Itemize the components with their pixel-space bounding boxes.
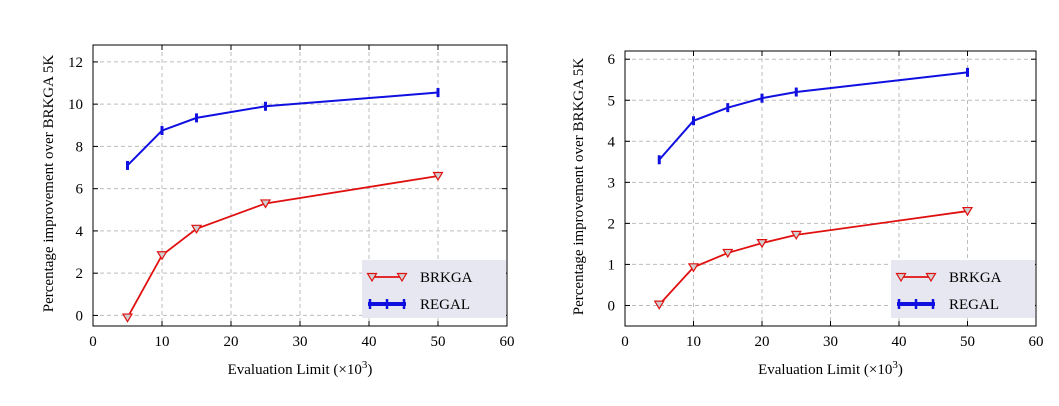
y-tick-label: 6 <box>76 182 84 198</box>
data-point-brkga <box>432 171 444 182</box>
x-tick-label: 10 <box>155 334 170 350</box>
y-tick-label: 1 <box>608 257 616 273</box>
plot-frame <box>92 44 508 327</box>
x-tick-label: 50 <box>431 334 446 350</box>
series-line-brkga <box>658 210 968 306</box>
legend-label: REGAL <box>420 297 470 313</box>
x-tick-label: 20 <box>224 334 239 350</box>
y-tick-label: 3 <box>608 175 616 191</box>
data-point-brkga <box>722 248 734 259</box>
x-tick-label: 20 <box>755 334 770 350</box>
series-line-regal <box>126 91 439 167</box>
data-point-brkga <box>259 199 272 209</box>
y-tick-label: 0 <box>608 298 616 314</box>
legend-label: BRKGA <box>420 270 473 286</box>
data-point-brkga <box>756 238 768 249</box>
x-tick-label: 50 <box>960 334 975 350</box>
chart-panel-right: 0 10 20 30 40 50 60 0 1 2 3 4 5 6 Evaluation Limit (×1… <box>530 0 1059 406</box>
y-tick-label: 6 <box>608 52 616 68</box>
chart-panel-left: 0 10 20 30 40 50 60 0 2 4 6 8 10 12 Evaluation Limit (… <box>41 44 515 378</box>
data-point-brkga <box>653 300 665 310</box>
x-axis-label: Evaluation Limit (×103) <box>758 359 903 378</box>
x-tick-label: 40 <box>892 334 907 350</box>
x-tick-label: 0 <box>89 334 97 350</box>
legend-marker <box>396 272 408 283</box>
x-tick-label: 60 <box>1029 334 1044 350</box>
legend-marker <box>925 272 937 283</box>
y-tick-label: 0 <box>76 308 84 324</box>
x-tick-label: 40 <box>362 334 377 350</box>
legend-label: BRKGA <box>949 270 1002 286</box>
y-axis-label: Percentage improvement over BRKGA 5K <box>41 55 57 313</box>
x-tick-label: 30 <box>293 334 308 350</box>
data-point-brkga <box>190 224 203 234</box>
y-tick-label: 4 <box>76 224 84 240</box>
legend-item-brkga: BRKGA <box>895 270 1002 286</box>
y-tick-label: 10 <box>68 97 83 113</box>
data-point-brkga <box>790 230 802 241</box>
y-tick-label: 8 <box>76 139 84 155</box>
legend-item-regal: REGAL <box>897 297 999 313</box>
legend-item-regal: REGAL <box>368 297 470 313</box>
legend-label: REGAL <box>949 297 999 313</box>
legend-marker <box>366 272 378 283</box>
data-point-brkga <box>687 263 700 273</box>
y-tick-label: 2 <box>76 266 84 282</box>
x-tick-label: 10 <box>686 334 701 350</box>
plot-frame <box>624 50 1037 327</box>
y-tick-label: 5 <box>608 93 616 109</box>
legend-marker <box>895 272 907 283</box>
chart-svg-left: 0 10 20 30 40 50 60 0 2 4 6 8 10 12 Evaluation Limit (… <box>41 44 515 378</box>
legend-item-brkga: BRKGA <box>366 270 473 286</box>
y-tick-label: 12 <box>68 55 83 71</box>
series-line-regal <box>658 71 968 161</box>
y-axis-label: Percentage improvement over BRKGA 5K <box>571 58 587 316</box>
x-tick-label: 0 <box>621 334 629 350</box>
data-point-brkga <box>961 206 974 217</box>
x-tick-label: 30 <box>823 334 838 350</box>
chart-svg-right: 0 10 20 30 40 50 60 0 1 2 3 4 5 6 Evaluation Limit (×1… <box>571 50 1044 378</box>
data-point-brkga <box>121 313 134 323</box>
data-point-brkga <box>156 251 168 261</box>
x-axis-label: Evaluation Limit (×103) <box>228 359 373 378</box>
x-tick-label: 60 <box>500 334 515 350</box>
y-tick-label: 2 <box>608 216 616 232</box>
y-tick-label: 4 <box>608 134 616 150</box>
